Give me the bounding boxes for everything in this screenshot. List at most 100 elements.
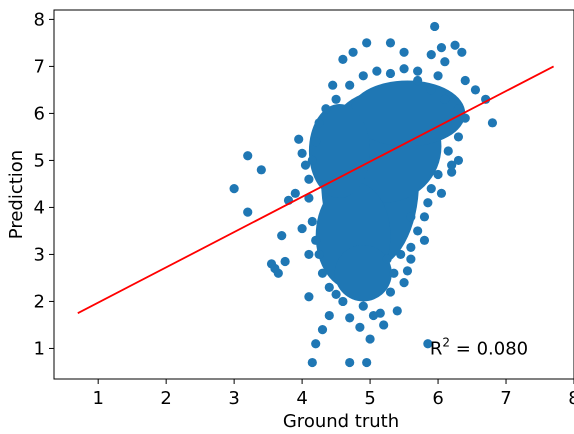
data-point bbox=[307, 357, 317, 368]
data-point bbox=[436, 188, 447, 198]
x-tick-label: 8 bbox=[568, 388, 574, 409]
data-point bbox=[382, 254, 392, 264]
data-point bbox=[426, 184, 436, 194]
dense-cloud-top bbox=[349, 80, 466, 147]
data-point bbox=[447, 167, 457, 177]
y-axis-label: Prediction bbox=[6, 150, 27, 239]
plot-frame bbox=[53, 9, 574, 380]
data-point bbox=[243, 207, 253, 217]
x-tick-label: 2 bbox=[160, 388, 171, 409]
data-point bbox=[460, 75, 470, 86]
data-point bbox=[345, 80, 355, 90]
data-point bbox=[324, 310, 334, 321]
data-point bbox=[443, 146, 453, 156]
data-point bbox=[426, 85, 436, 95]
data-point bbox=[460, 113, 470, 123]
x-tick-label: 4 bbox=[296, 388, 307, 409]
data-point bbox=[453, 155, 464, 166]
data-point bbox=[304, 193, 314, 203]
data-point bbox=[413, 75, 423, 86]
data-point bbox=[385, 38, 396, 48]
data-point bbox=[345, 313, 355, 323]
data-point bbox=[379, 320, 389, 330]
data-point bbox=[423, 339, 433, 349]
data-point bbox=[419, 212, 430, 222]
y-tick-label: 6 bbox=[34, 103, 45, 124]
data-point bbox=[406, 242, 416, 252]
data-point bbox=[229, 184, 239, 194]
data-point bbox=[419, 235, 430, 245]
data-point bbox=[290, 188, 300, 198]
data-point bbox=[324, 282, 334, 292]
data-point bbox=[297, 148, 307, 158]
y-tick-label: 2 bbox=[34, 291, 45, 312]
data-point bbox=[487, 118, 498, 128]
data-point bbox=[304, 249, 314, 260]
data-point bbox=[457, 47, 467, 57]
data-point bbox=[311, 235, 321, 245]
data-point bbox=[399, 47, 409, 57]
dense-cloud-bottom bbox=[334, 245, 392, 302]
fit-line bbox=[77, 65, 555, 314]
data-point bbox=[450, 40, 460, 50]
fit-line-layer bbox=[77, 65, 555, 314]
data-point bbox=[433, 169, 443, 180]
y-tick-label: 4 bbox=[34, 197, 45, 218]
data-point bbox=[338, 296, 348, 307]
data-point bbox=[481, 94, 491, 104]
data-point bbox=[331, 289, 341, 299]
data-point bbox=[307, 155, 317, 166]
data-point bbox=[396, 249, 406, 260]
data-point bbox=[436, 43, 447, 53]
data-point bbox=[307, 216, 317, 227]
data-point bbox=[297, 223, 307, 234]
chart-text: 1 2 3 4 5 6 7 8 1 2 3 4 5 6 7 8 Ground truth Prediction R2… bbox=[6, 9, 574, 432]
x-tick-label: 5 bbox=[364, 388, 375, 409]
data-point bbox=[423, 198, 433, 208]
data-point bbox=[385, 68, 396, 79]
dense-cloud-left bbox=[308, 104, 371, 199]
data-point bbox=[413, 66, 423, 76]
data-point bbox=[348, 47, 358, 57]
axes bbox=[49, 9, 574, 384]
data-point bbox=[413, 226, 423, 236]
data-point bbox=[317, 325, 328, 335]
data-point bbox=[294, 134, 304, 144]
plot-area bbox=[54, 10, 574, 379]
data-point bbox=[345, 357, 355, 368]
data-point bbox=[362, 357, 372, 368]
data-point bbox=[317, 268, 328, 278]
r-squared-annotation: R2 = 0.080 bbox=[430, 336, 528, 360]
data-point bbox=[365, 334, 375, 344]
data-point bbox=[399, 278, 409, 288]
x-tick-label: 6 bbox=[432, 388, 443, 409]
scatter-points bbox=[229, 21, 498, 368]
data-point bbox=[355, 322, 365, 332]
y-tick-label: 5 bbox=[34, 150, 45, 171]
data-point bbox=[392, 306, 402, 316]
data-point bbox=[447, 160, 457, 170]
plot-background bbox=[54, 10, 574, 379]
data-point bbox=[385, 287, 396, 297]
data-point bbox=[440, 57, 450, 67]
x-tick-label: 1 bbox=[92, 388, 103, 409]
data-point bbox=[406, 212, 416, 222]
data-point bbox=[372, 66, 382, 76]
data-point bbox=[300, 160, 311, 170]
data-point bbox=[243, 151, 253, 161]
data-point bbox=[433, 71, 443, 81]
y-tick-label: 8 bbox=[34, 9, 45, 30]
data-point bbox=[331, 94, 341, 104]
x-axis-label: Ground truth bbox=[283, 411, 399, 432]
data-point bbox=[402, 266, 413, 276]
y-tick-label: 1 bbox=[34, 338, 45, 359]
data-point bbox=[273, 268, 283, 278]
data-point bbox=[314, 249, 324, 260]
x-tick-label: 3 bbox=[228, 388, 239, 409]
data-point bbox=[311, 137, 321, 147]
data-point bbox=[314, 118, 324, 128]
data-point bbox=[399, 64, 409, 74]
data-point bbox=[338, 54, 348, 64]
point-cloud bbox=[308, 80, 466, 302]
